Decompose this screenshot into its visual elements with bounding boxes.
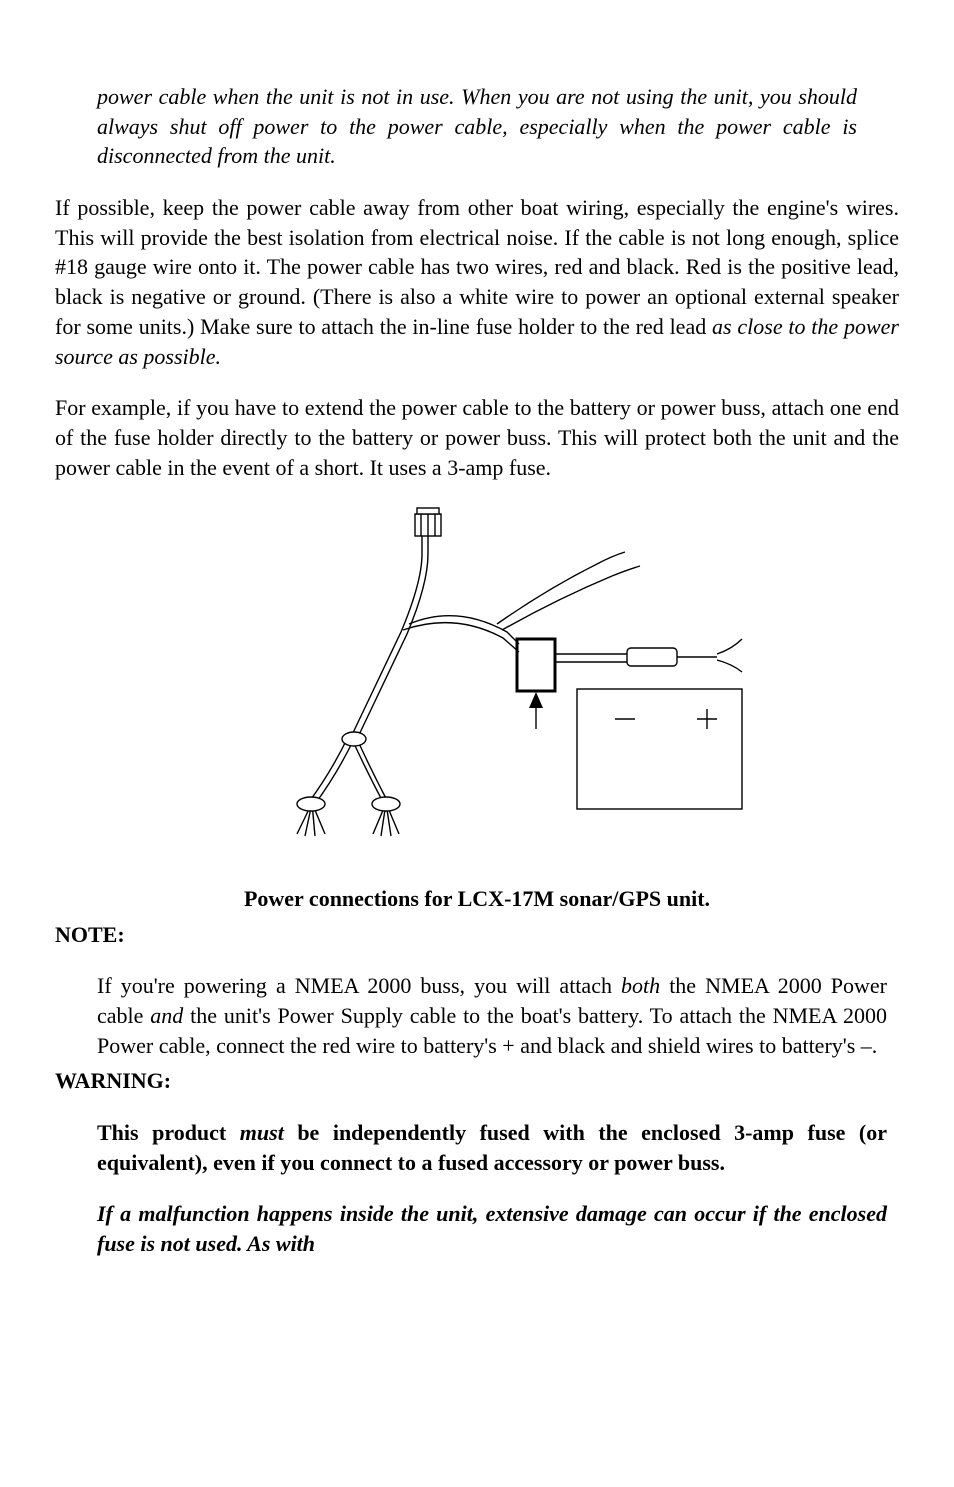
note-both: both bbox=[621, 973, 660, 998]
intro-italic-paragraph: power cable when the unit is not in use.… bbox=[97, 82, 857, 171]
paragraph-1: If possible, keep the power cable away f… bbox=[55, 193, 899, 371]
warning-paragraph-1: This product must be independently fused… bbox=[97, 1118, 887, 1177]
wiring-diagram-svg bbox=[197, 504, 757, 864]
note-body: If you're powering a NMEA 2000 buss, you… bbox=[97, 971, 887, 1060]
warn1-a: This product bbox=[97, 1120, 240, 1145]
note-text-c: the unit's Power Supply cable to the boa… bbox=[97, 1003, 887, 1058]
note-heading: NOTE: bbox=[55, 920, 899, 950]
warning-paragraph-2: If a malfunction happens inside the unit… bbox=[97, 1199, 887, 1258]
paragraph-2: For example, if you have to extend the p… bbox=[55, 393, 899, 482]
warning-heading: WARNING: bbox=[55, 1066, 899, 1096]
warn1-must: must bbox=[240, 1120, 284, 1145]
note-text-a: If you're powering a NMEA 2000 buss, you… bbox=[97, 973, 621, 998]
note-and: and bbox=[150, 1003, 183, 1028]
figure-power-connections bbox=[55, 504, 899, 872]
figure-caption: Power connections for LCX-17M sonar/GPS … bbox=[55, 884, 899, 914]
